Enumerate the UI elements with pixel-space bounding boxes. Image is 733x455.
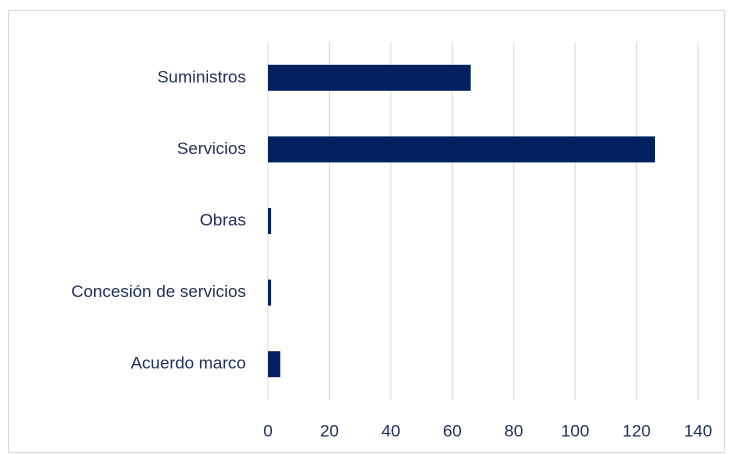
x-tick-label: 40 xyxy=(381,421,400,440)
bar xyxy=(268,208,272,234)
x-tick-label: 80 xyxy=(504,421,523,440)
y-tick-label: Acuerdo marco xyxy=(131,354,246,373)
y-tick-label: Servicios xyxy=(177,139,246,158)
x-tick-label: 0 xyxy=(263,421,272,440)
x-tick-label: 100 xyxy=(561,421,589,440)
bar xyxy=(268,64,471,91)
x-tick-label: 140 xyxy=(684,421,712,440)
bar xyxy=(268,351,281,378)
bar xyxy=(268,136,655,163)
x-tick-label: 120 xyxy=(622,421,650,440)
y-tick-label: Suministros xyxy=(157,67,246,86)
bar xyxy=(268,279,272,306)
y-tick-label: Obras xyxy=(200,210,246,229)
x-tick-label: 60 xyxy=(443,421,462,440)
y-tick-label: Concesión de servicios xyxy=(71,282,246,301)
x-tick-label: 20 xyxy=(320,421,339,440)
